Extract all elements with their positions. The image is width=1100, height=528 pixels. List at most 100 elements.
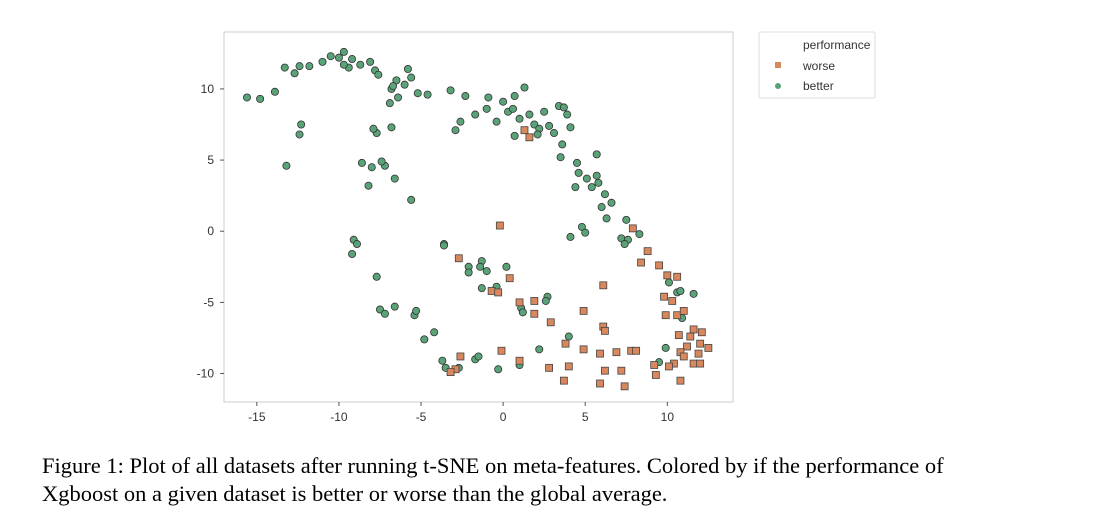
worse-point	[612, 348, 621, 357]
worse-point	[676, 376, 685, 385]
better-point	[290, 69, 299, 78]
better-point	[566, 123, 575, 132]
better-point	[620, 240, 629, 249]
better-point	[367, 163, 376, 172]
better-point	[256, 94, 265, 103]
better-point	[326, 52, 335, 61]
better-point	[474, 352, 483, 361]
better-point	[295, 62, 304, 71]
better-point	[492, 117, 501, 126]
better-point	[372, 272, 381, 281]
better-point	[622, 215, 631, 224]
better-point	[339, 60, 348, 69]
figure-caption: Figure 1: Plot of all datasets after run…	[42, 452, 1062, 508]
y-tick-label: 10	[201, 82, 215, 96]
better-point	[348, 55, 357, 64]
better-point	[357, 158, 366, 167]
better-point	[377, 157, 386, 166]
better-point	[413, 89, 422, 98]
y-tick-label: 0	[207, 224, 214, 238]
better-point	[482, 104, 491, 113]
y-tick-label: 5	[207, 153, 214, 167]
better-point	[571, 183, 580, 192]
worse-point	[525, 133, 534, 142]
legend: performance worse better	[758, 31, 876, 99]
better-point	[477, 284, 486, 293]
better-point	[385, 99, 394, 108]
x-tick-label: -10	[330, 410, 348, 424]
worse-point	[579, 307, 588, 315]
legend-label-worse: worse	[802, 59, 835, 73]
better-point	[566, 232, 575, 241]
worse-point	[505, 274, 514, 283]
better-point	[494, 365, 503, 374]
better-point	[525, 110, 534, 119]
better-point	[508, 104, 517, 113]
better-point	[461, 92, 470, 101]
worse-point	[446, 368, 455, 377]
better-point	[556, 153, 565, 162]
better-point	[451, 126, 460, 135]
better-point	[456, 117, 465, 126]
better-point	[635, 230, 644, 239]
better-point	[297, 120, 306, 129]
legend-box	[758, 31, 876, 99]
worse-point	[673, 311, 682, 320]
worse-point	[683, 342, 691, 351]
worse-point	[617, 366, 626, 375]
better-point	[597, 203, 606, 212]
better-point	[510, 92, 519, 101]
better-point	[592, 171, 601, 180]
better-point	[559, 103, 568, 112]
worse-point	[601, 366, 609, 375]
worse-point	[660, 292, 668, 301]
x-tick-label: -5	[416, 410, 427, 424]
better-point	[390, 174, 399, 183]
better-point	[407, 73, 416, 82]
worse-point	[495, 221, 504, 230]
worse-point	[546, 318, 555, 327]
better-point	[545, 121, 554, 130]
legend-marker-better	[775, 83, 781, 89]
better-point	[518, 308, 527, 317]
better-point	[282, 161, 291, 170]
better-point	[476, 262, 485, 271]
caption-line-2: Xgboost on a given dataset is better or …	[42, 481, 668, 506]
worse-point	[689, 325, 698, 334]
worse-point	[661, 311, 670, 320]
better-point	[407, 195, 416, 204]
worse-point	[679, 307, 688, 315]
better-point	[412, 306, 421, 315]
worse-point	[530, 309, 539, 318]
better-point	[499, 97, 508, 106]
worse-point	[663, 271, 672, 280]
better-point	[676, 286, 685, 295]
x-tick-label: 10	[661, 410, 675, 424]
legend-label-better: better	[803, 79, 834, 93]
better-point	[403, 65, 412, 74]
worse-point	[456, 352, 465, 361]
worse-point	[454, 254, 463, 263]
better-point	[563, 110, 572, 119]
better-point	[394, 93, 403, 102]
better-point	[440, 241, 449, 250]
better-point	[502, 262, 511, 271]
better-point	[564, 332, 573, 341]
better-point	[438, 356, 447, 365]
worse-point	[696, 359, 705, 368]
better-point	[587, 183, 596, 192]
better-point	[689, 289, 698, 298]
y-tick-label: -10	[197, 367, 215, 381]
better-point	[390, 302, 399, 311]
worse-point	[674, 331, 683, 340]
legend-title: performance	[803, 38, 871, 52]
worse-point	[689, 359, 698, 368]
better-point	[482, 267, 491, 276]
better-point	[374, 70, 383, 79]
better-point	[471, 110, 480, 119]
better-point	[464, 268, 473, 277]
better-point	[242, 93, 251, 102]
better-point	[602, 214, 611, 223]
worse-point	[596, 349, 604, 358]
worse-point	[515, 356, 524, 365]
